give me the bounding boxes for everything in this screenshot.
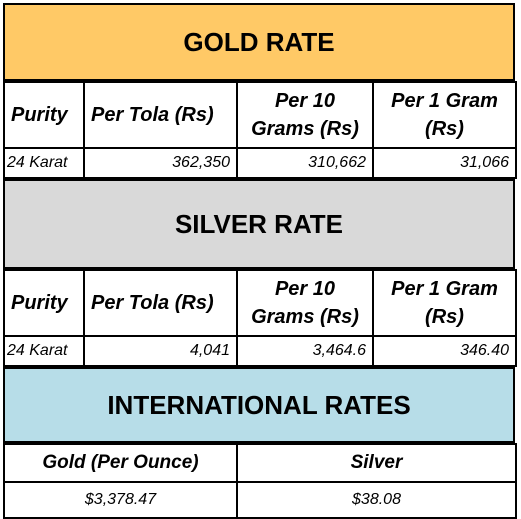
silver-per-1-gram-cell: 346.40 [372, 335, 517, 367]
silver-header-per-10-grams: Per 10 Grams (Rs) [236, 269, 374, 337]
silver-header-per-tola: Per Tola (Rs) [83, 269, 238, 337]
gold-per-tola-cell: 362,350 [83, 147, 238, 179]
gold-per-1-gram-cell: 31,066 [372, 147, 517, 179]
silver-header-purity: Purity [3, 269, 85, 337]
gold-header-per-1-gram: Per 1 Gram (Rs) [372, 81, 517, 149]
gold-per-10-grams-cell: 310,662 [236, 147, 374, 179]
gold-rate-table: Purity Per Tola (Rs) Per 10 Grams (Rs) P… [3, 81, 517, 179]
gold-purity-cell: 24 Karat [3, 147, 85, 179]
silver-rate-table: Purity Per Tola (Rs) Per 10 Grams (Rs) P… [3, 269, 517, 367]
silver-rate-title: SILVER RATE [3, 179, 515, 269]
silver-purity-cell: 24 Karat [3, 335, 85, 367]
international-header-gold: Gold (Per Ounce) [3, 443, 238, 483]
gold-header-purity: Purity [3, 81, 85, 149]
silver-header-per-1-gram: Per 1 Gram (Rs) [372, 269, 517, 337]
gold-header-row: Purity Per Tola (Rs) Per 10 Grams (Rs) P… [3, 81, 517, 149]
international-header-row: Gold (Per Ounce) Silver [3, 443, 517, 483]
international-header-silver: Silver [236, 443, 517, 483]
international-silver-cell: $38.08 [236, 481, 517, 519]
gold-header-per-tola: Per Tola (Rs) [83, 81, 238, 149]
gold-rate-title: GOLD RATE [3, 3, 515, 81]
silver-per-tola-cell: 4,041 [83, 335, 238, 367]
international-rates-title: INTERNATIONAL RATES [3, 367, 515, 443]
rates-sheet: GOLD RATE Purity Per Tola (Rs) Per 10 Gr… [3, 3, 517, 519]
international-data-row: $3,378.47 $38.08 [3, 481, 517, 519]
gold-header-per-10-grams: Per 10 Grams (Rs) [236, 81, 374, 149]
silver-data-row: 24 Karat 4,041 3,464.6 346.40 [3, 335, 517, 367]
gold-data-row: 24 Karat 362,350 310,662 31,066 [3, 147, 517, 179]
international-rates-table: Gold (Per Ounce) Silver $3,378.47 $38.08 [3, 443, 517, 519]
silver-per-10-grams-cell: 3,464.6 [236, 335, 374, 367]
silver-header-row: Purity Per Tola (Rs) Per 10 Grams (Rs) P… [3, 269, 517, 337]
international-gold-cell: $3,378.47 [3, 481, 238, 519]
